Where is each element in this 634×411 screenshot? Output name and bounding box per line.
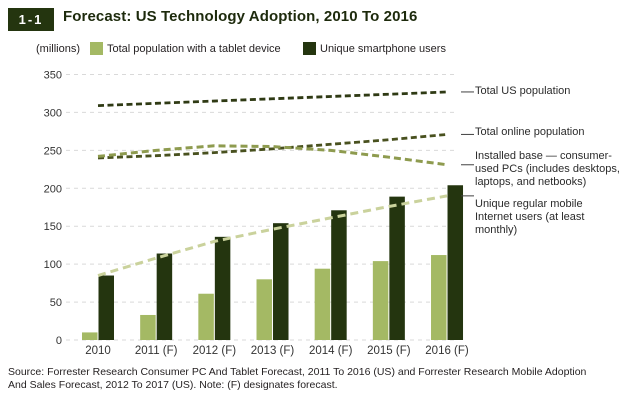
- annotation-text-line: laptops, and netbooks): [475, 175, 587, 188]
- source-note-line1: Source: Forrester Research Consumer PC A…: [8, 366, 587, 378]
- smartphone-bar-2013 (F): [273, 223, 289, 340]
- annotation-3: Unique regular mobile Internet users (at …: [475, 198, 633, 237]
- annotation-text-line: used PCs (includes desktops,: [475, 162, 620, 175]
- y-tick-label: 150: [44, 221, 62, 233]
- tablet-bar-2011 (F): [140, 314, 156, 340]
- smartphone-bar-2011 (F): [156, 253, 173, 340]
- annotation-text-line: Total online population: [475, 126, 585, 139]
- annotation-text-line: monthly): [475, 223, 518, 236]
- legend-item-smartphone: Unique smartphone users: [303, 42, 446, 55]
- smartphone-bar-2016 (F): [447, 185, 464, 340]
- x-tick-label: 2012 (F): [193, 345, 237, 357]
- smartphone-bar-2014 (F): [331, 210, 347, 340]
- y-tick-label: 350: [44, 70, 62, 82]
- annotation-2: Installed base — consumer-used PCs (incl…: [475, 150, 633, 189]
- tablet-bar-2010: [82, 332, 98, 340]
- x-tick-label: 2014 (F): [309, 345, 353, 357]
- tablet-bar-2014 (F): [314, 268, 331, 340]
- x-tick-label: 2010: [85, 345, 111, 357]
- source-note: Source: Forrester Research Consumer PC A…: [8, 366, 628, 392]
- legend-item-tablet: Total population with a tablet device: [90, 42, 281, 55]
- x-tick-label: 2013 (F): [251, 345, 295, 357]
- y-tick-label: 200: [44, 183, 62, 195]
- chart-title: Forecast: US Technology Adoption, 2010 T…: [63, 8, 418, 25]
- annotation-0: Total US population: [475, 85, 633, 98]
- y-tick-label: 100: [44, 259, 62, 271]
- smartphone-bar-2012 (F): [214, 236, 231, 340]
- source-note-line2: And Sales Forecast, 2012 To 2017 (US). N…: [8, 379, 338, 391]
- y-tick-label: 250: [44, 145, 62, 157]
- smartphone-bar-2015 (F): [389, 196, 405, 340]
- tablet-bar-2015 (F): [372, 261, 389, 340]
- legend-swatch-smartphone: [303, 42, 316, 55]
- y-tick-label: 50: [50, 297, 62, 309]
- tablet-bar-2013 (F): [256, 279, 273, 340]
- smartphone-bar-2010: [98, 275, 114, 340]
- annotation-text-line: Internet users (at least: [475, 210, 585, 223]
- y-tick-label: 0: [56, 335, 62, 347]
- x-tick-label: 2016 (F): [425, 345, 469, 357]
- tablet-bar-2012 (F): [198, 293, 214, 340]
- trend-line-1: [97, 133, 448, 160]
- annotation-text-line: Installed base — consumer-: [475, 149, 612, 162]
- x-tick-label: 2011 (F): [135, 345, 178, 357]
- legend-swatch-tablet: [90, 42, 103, 55]
- y-tick-label: 300: [44, 107, 62, 119]
- legend-label-smartphone: Unique smartphone users: [320, 42, 446, 55]
- figure-number-badge: 1-1: [8, 8, 54, 31]
- figure-number: 1-1: [18, 12, 44, 27]
- trend-line-2: [97, 144, 448, 167]
- tablet-bar-2016 (F): [431, 255, 447, 340]
- annotation-text-line: Unique regular mobile: [475, 197, 583, 210]
- annotation-1: Total online population: [475, 126, 633, 139]
- annotation-text-line: Total US population: [475, 84, 571, 97]
- y-axis-units-label: (millions): [36, 43, 80, 55]
- x-tick-label: 2015 (F): [367, 345, 411, 357]
- trend-line-3: [97, 194, 448, 277]
- legend-label-tablet: Total population with a tablet device: [107, 42, 281, 55]
- trend-line-0: [97, 90, 448, 108]
